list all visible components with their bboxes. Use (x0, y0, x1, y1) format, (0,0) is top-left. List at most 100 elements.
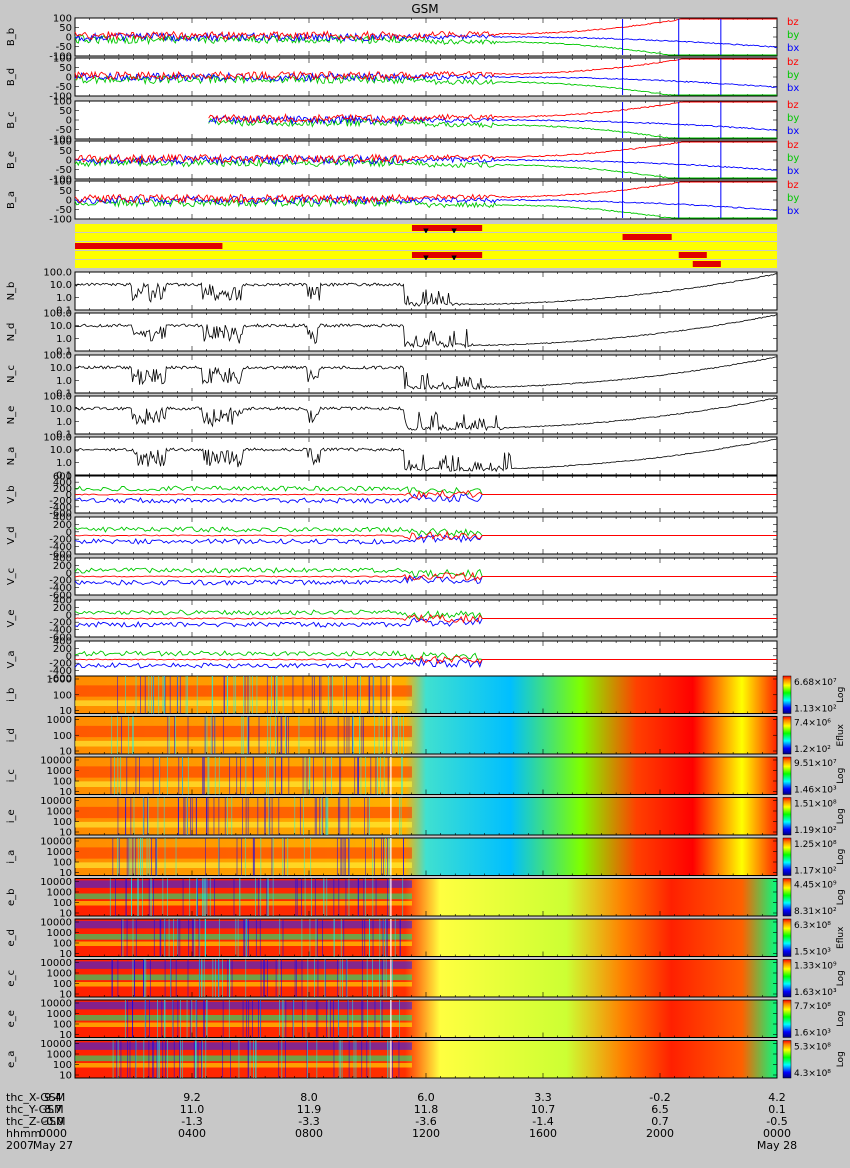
tick-label: 1000 (47, 715, 72, 726)
tick-label: 0 (66, 490, 72, 501)
panel-label: B_d (6, 68, 17, 86)
time-axis-X-1: 9.2 (183, 1091, 201, 1104)
tick-label: 10.0 (50, 363, 72, 374)
density-trace (74, 314, 778, 349)
tick-label: 100.0 (43, 392, 72, 403)
tick-label: 50 (59, 106, 72, 117)
velocity-bz (74, 489, 777, 499)
tick-label: 10.0 (50, 321, 72, 332)
tick-label: 200 (53, 561, 72, 572)
spectrogram-band (75, 982, 412, 987)
colorbar-min: 4.3×10⁸ (794, 1069, 831, 1079)
tick-label: 10000 (40, 999, 72, 1010)
time-axis-hhmm-4: 1600 (529, 1127, 557, 1140)
density-trace (74, 273, 778, 307)
panel-label: B_e (6, 151, 17, 169)
tick-label: 10 (59, 747, 72, 758)
tick-label: 1.0 (56, 417, 72, 428)
panel-label: B_a (6, 191, 17, 209)
colorbar-min: 8.31×10² (794, 907, 837, 917)
tick-label: -100 (49, 135, 72, 146)
time-axis-Y-0: 8.7 (44, 1103, 62, 1116)
panel-label: e_d (6, 929, 17, 947)
tick-label: 1000 (47, 847, 72, 858)
spectrogram-band (75, 766, 412, 778)
legend-bx: bx (787, 166, 799, 177)
bfield-panel-B_a (74, 180, 778, 220)
tick-label: 10 (59, 949, 72, 960)
velocity-bz (74, 571, 777, 582)
tick-label: 10 (59, 706, 72, 717)
tick-label: 10 (59, 909, 72, 920)
colorbar (782, 1040, 792, 1079)
tick-label: 1.0 (56, 334, 72, 345)
tick-label: -400 (49, 583, 72, 594)
tick-label: -400 (49, 502, 72, 513)
panel-label: i_d (6, 728, 17, 742)
tick-label: -400 (49, 625, 72, 636)
tick-label: 1.0 (56, 458, 72, 469)
tick-label: 0 (66, 33, 72, 44)
tick-label: 0 (66, 610, 72, 621)
legend-by: by (787, 70, 799, 81)
tick-label: -100 (49, 175, 72, 186)
time-axis-X-5: -0.2 (649, 1091, 671, 1104)
tick-label: 1000 (47, 928, 72, 939)
time-axis-Y-4: 10.7 (530, 1103, 556, 1116)
tick-label: 10 (59, 1071, 72, 1082)
tick-label: 100 (53, 1060, 72, 1071)
tick-label: -200 (49, 659, 72, 670)
panel-label: N_b (6, 282, 17, 301)
tick-label: 10.0 (50, 280, 72, 291)
spectrogram-band (75, 1055, 412, 1062)
mode-bar-segment (411, 252, 483, 258)
tick-label: 10 (59, 990, 72, 1001)
tick-label: 50 (59, 23, 72, 34)
tick-label: 1000 (47, 1009, 72, 1020)
panel-label: N_d (6, 323, 17, 342)
colorbar-max: 5.3×10⁸ (794, 1043, 831, 1053)
legend-by: by (787, 193, 799, 204)
density-panel-N_c (74, 354, 778, 394)
colorbar-unit: Log (836, 849, 846, 865)
tick-label: 10000 (40, 918, 72, 929)
density-panel-N_e (74, 395, 778, 435)
colorbar-unit: Log (836, 768, 846, 784)
panel-label: i_a (6, 850, 17, 864)
spectrogram-band (75, 880, 412, 888)
tick-label: 100 (53, 97, 72, 108)
row-label-x: thc_X-GSM (6, 1091, 66, 1104)
tick-label: 10 (59, 868, 72, 879)
tick-label: -600 (49, 550, 72, 561)
colorbar (782, 837, 792, 876)
spectrogram-band (75, 893, 412, 900)
mode-bar-segment (692, 261, 721, 267)
tick-label: -100 (49, 52, 72, 63)
time-axis-hhmm-6: 0000 (763, 1127, 791, 1140)
time-axis-Y-5: 6.5 (651, 1103, 669, 1116)
tick-label: 0.1 (56, 389, 72, 400)
series-bx (74, 31, 778, 49)
tick-label: -200 (49, 535, 72, 546)
tick-label: 400 (53, 637, 72, 648)
series-bz (74, 18, 777, 42)
legend-bz: bz (787, 17, 799, 28)
colorbar-max: 6.3×10⁸ (794, 921, 831, 931)
time-axis-X-2: 8.0 (300, 1091, 318, 1104)
series-by (208, 117, 777, 139)
mode-arrow: ▼ (451, 227, 457, 235)
tick-label: 100 (53, 690, 72, 701)
tick-label: -600 (49, 509, 72, 520)
tick-label: 0 (66, 196, 72, 207)
time-axis-Z-0: -0.0 (42, 1115, 64, 1128)
colorbar (782, 918, 792, 957)
series-bz (74, 181, 777, 204)
colorbar-min: 1.17×10² (794, 867, 837, 877)
tick-label: -50 (56, 205, 72, 216)
mode-arrow: ▼ (423, 254, 429, 262)
colorbar-min: 1.6×10³ (794, 1029, 831, 1039)
row-label-year: 2007 (6, 1139, 34, 1152)
bfield-panel-B_d (74, 57, 778, 97)
tick-label: 10000 (40, 1039, 72, 1050)
